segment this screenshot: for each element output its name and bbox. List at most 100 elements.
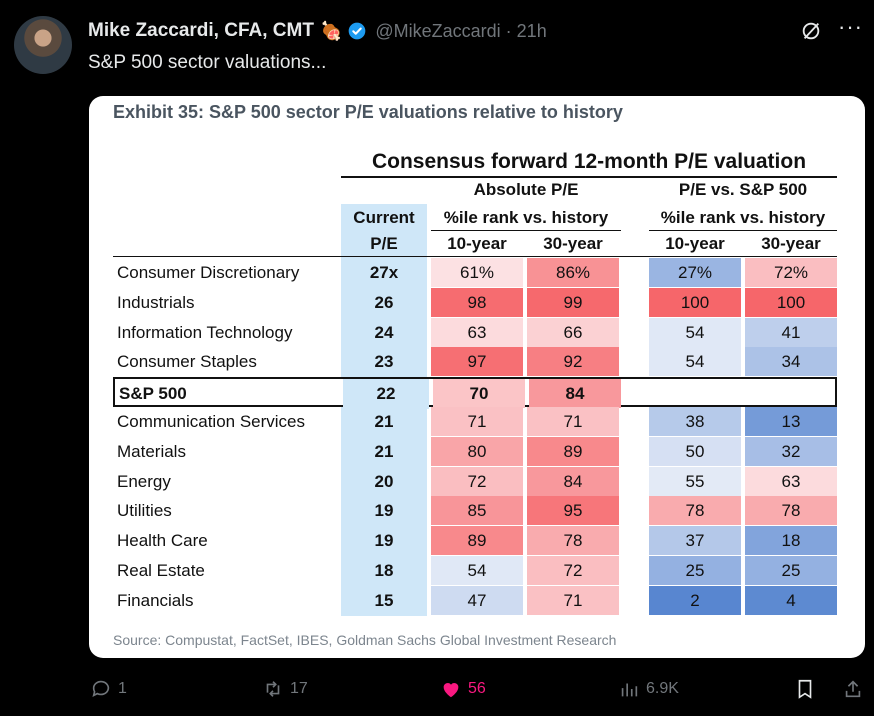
table-row: Consumer Staples 23 97 92 54 34 xyxy=(113,347,837,377)
sector-label: Energy xyxy=(117,471,171,491)
current-pe-value: 27x xyxy=(369,263,399,282)
table-row: Materials 21 80 89 50 32 xyxy=(113,436,837,467)
table-row: Communication Services 21 71 71 38 13 xyxy=(113,407,837,437)
like-button[interactable]: 56 xyxy=(440,678,486,700)
repost-count: 17 xyxy=(290,680,308,697)
more-options-icon[interactable]: ··· xyxy=(838,14,863,39)
table-row: Energy 20 72 84 55 63 xyxy=(113,466,837,497)
rel-10y-cell: 38 xyxy=(649,407,741,436)
benchmark-row: S&P 500 22 70 84 xyxy=(113,377,839,410)
absolute-rank-underline xyxy=(431,230,621,231)
absolute-rank-subheader: %ile rank vs. history xyxy=(443,208,609,227)
post-image[interactable]: Exhibit 35: S&P 500 sector P/E valuation… xyxy=(89,96,865,658)
abs-10y-cell: 85 xyxy=(431,496,523,526)
abs-10y-cell: 89 xyxy=(431,526,523,556)
views-icon xyxy=(621,683,638,697)
source-note: Source: Compustat, FactSet, IBES, Goldma… xyxy=(113,632,617,648)
action-bar: 1 17 56 6.9K xyxy=(0,678,874,708)
views-button[interactable]: 6.9K xyxy=(618,678,679,700)
reply-count: 1 xyxy=(118,680,127,697)
rel-10y-cell: 100 xyxy=(649,287,741,317)
current-pe-value: 24 xyxy=(374,322,394,342)
sector-label: Materials xyxy=(117,441,186,461)
current-header-line2: P/E xyxy=(370,234,398,253)
relative-rank-subheader: %ile rank vs. history xyxy=(660,208,826,227)
rel-30y-cell xyxy=(747,379,839,408)
sector-label: Consumer Discretionary xyxy=(117,263,300,282)
rel-30y-cell: 13 xyxy=(745,407,837,436)
rel-30y-cell: 34 xyxy=(745,347,837,377)
repost-button[interactable]: 17 xyxy=(262,678,308,700)
rel-10y-cell: 54 xyxy=(649,317,741,347)
heart-icon xyxy=(443,683,459,698)
bookmark-icon xyxy=(798,679,812,699)
rel-10y-cell: 54 xyxy=(649,347,741,377)
rel-30y-cell: 18 xyxy=(745,526,837,556)
table-row: Health Care 19 89 78 37 18 xyxy=(113,526,837,556)
current-pe-value: 18 xyxy=(374,561,394,580)
absolute-pe-header: Absolute P/E xyxy=(473,180,579,199)
exhibit-title: Exhibit 35: S&P 500 sector P/E valuation… xyxy=(113,102,623,122)
sector-label: Information Technology xyxy=(117,322,293,342)
grok-icon[interactable] xyxy=(800,20,822,42)
abs-10y-cell: 72 xyxy=(431,466,523,496)
sector-label: Consumer Staples xyxy=(117,352,257,372)
current-pe-value: 22 xyxy=(343,379,429,410)
rel-10y-cell xyxy=(651,379,743,408)
sector-label: Financials xyxy=(117,590,194,610)
current-pe-value: 23 xyxy=(374,352,394,372)
author-avatar[interactable] xyxy=(14,16,72,74)
header-divider xyxy=(113,256,837,257)
current-pe-value: 19 xyxy=(374,531,394,551)
abs-10y-cell: 71 xyxy=(431,407,523,436)
abs-10y-cell: 47 xyxy=(431,585,523,615)
verified-badge-icon[interactable] xyxy=(347,21,367,41)
relative-pe-header: P/E vs. S&P 500 xyxy=(678,180,808,199)
table-row: Utilities 19 85 95 78 78 xyxy=(113,496,837,526)
abs-10y-cell: 61% xyxy=(431,258,523,287)
abs-30y-cell: 99 xyxy=(527,287,619,317)
rel-10y-cell: 37 xyxy=(649,526,741,556)
abs-30y-cell: 84 xyxy=(527,466,619,496)
author-name[interactable]: Mike Zaccardi, CFA, CMT xyxy=(88,20,314,41)
rel-10y-cell: 55 xyxy=(649,466,741,496)
abs-10y-cell: 97 xyxy=(431,347,523,377)
post-header: Mike Zaccardi, CFA, CMT 🍖 @MikeZaccardi … xyxy=(88,18,547,44)
rel-30y-cell: 32 xyxy=(745,436,837,466)
table-row: Consumer Discretionary 27x 61% 86% 27% 72% xyxy=(113,258,837,288)
rel-10y-cell: 50 xyxy=(649,436,741,466)
abs-10y-cell: 54 xyxy=(431,556,523,585)
abs-30y-cell: 72 xyxy=(527,556,619,585)
abs-30y-cell: 84 xyxy=(529,379,621,409)
current-pe-value: 26 xyxy=(374,292,394,312)
rel-30y-cell: 41 xyxy=(745,317,837,347)
title-underline xyxy=(341,176,837,178)
table-row: Industrials 26 98 99 100 100 xyxy=(113,287,837,318)
author-handle-time[interactable]: @MikeZaccardi · 21h xyxy=(375,20,547,41)
abs-30y-cell: 95 xyxy=(527,496,619,526)
sector-label: Utilities xyxy=(117,501,172,521)
rel-10y-cell: 78 xyxy=(649,496,741,526)
reply-icon xyxy=(92,680,110,697)
rel-30y-cell: 63 xyxy=(745,466,837,496)
like-count: 56 xyxy=(468,680,486,697)
table-title: Consensus forward 12-month P/E valuation xyxy=(371,150,807,173)
rel-30y-cell: 100 xyxy=(745,287,837,317)
reply-button[interactable]: 1 xyxy=(90,678,127,700)
rel-10y-cell: 2 xyxy=(649,585,741,615)
valuation-table: Consensus forward 12-month P/E valuation… xyxy=(113,148,837,618)
abs-10y-cell: 80 xyxy=(431,436,523,466)
table-row: Real Estate 18 54 72 25 25 xyxy=(113,556,837,586)
share-button[interactable] xyxy=(842,678,864,700)
table-row: Financials 15 47 71 2 4 xyxy=(113,585,837,616)
relative-10y-header: 10-year xyxy=(665,234,725,253)
relative-rank-underline xyxy=(649,230,837,231)
author-emoji: 🍖 xyxy=(319,20,343,41)
abs-30y-cell: 66 xyxy=(527,317,619,347)
post-text: S&P 500 sector valuations... xyxy=(88,52,327,73)
abs-10y-cell: 70 xyxy=(433,379,525,409)
abs-10y-cell: 98 xyxy=(431,287,523,317)
current-pe-value: 21 xyxy=(374,441,394,461)
bookmark-button[interactable] xyxy=(794,678,816,700)
rel-30y-cell: 25 xyxy=(745,556,837,585)
